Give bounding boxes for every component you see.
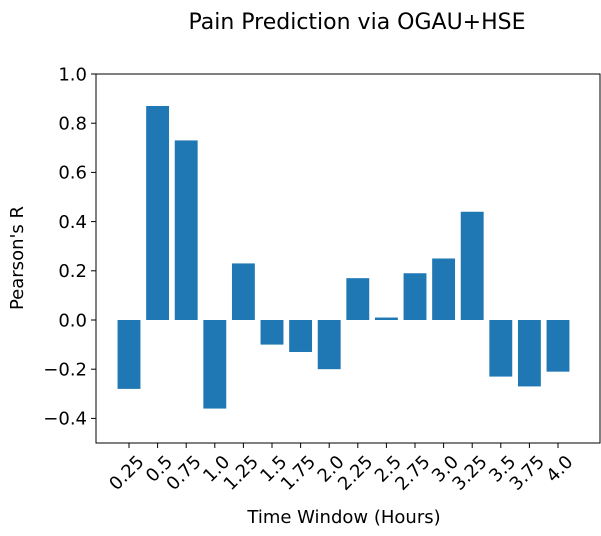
bar-3.25	[460, 211, 484, 320]
y-tick-label: 0.4	[58, 212, 87, 233]
chart-title: Pain Prediction via OGAU+HSE	[188, 10, 525, 35]
y-tick-label: −0.2	[43, 360, 87, 381]
y-tick-label: −0.4	[43, 409, 87, 430]
y-tick-label: 0.2	[58, 261, 87, 282]
bar-3.75	[517, 320, 541, 387]
bar-1.25	[231, 263, 255, 320]
bar-1.75	[289, 320, 313, 352]
bar-3.5	[489, 320, 513, 377]
y-tick-label: 0.0	[58, 310, 87, 331]
bars-group	[117, 105, 570, 409]
bar-2.25	[346, 278, 370, 320]
bar-0.25	[117, 320, 141, 389]
bar-2.5	[374, 317, 398, 320]
bar-3.0	[432, 258, 456, 320]
x-axis-label: Time Window (Hours)	[246, 507, 440, 528]
bar-1.0	[203, 320, 227, 409]
plot-frame	[95, 73, 601, 444]
bar-2.75	[403, 273, 427, 320]
x-tick-label: 4.0	[542, 452, 577, 487]
bar-0.75	[174, 140, 198, 320]
y-axis: −0.4 −0.2 0.0 0.2 0.4 0.6 0.8 1.0	[43, 64, 96, 430]
x-axis: 0.250.50.751.01.251.51.752.02.252.52.753…	[105, 443, 577, 495]
y-axis-label: Pearson's R	[7, 206, 28, 310]
y-tick-label: 0.8	[58, 114, 87, 135]
y-tick-label: 1.0	[58, 64, 87, 85]
bar-4.0	[546, 320, 570, 372]
bar-0.5	[146, 105, 170, 320]
bar-1.5	[260, 320, 284, 345]
y-tick-label: 0.6	[58, 163, 87, 184]
bar-2.0	[317, 320, 341, 370]
